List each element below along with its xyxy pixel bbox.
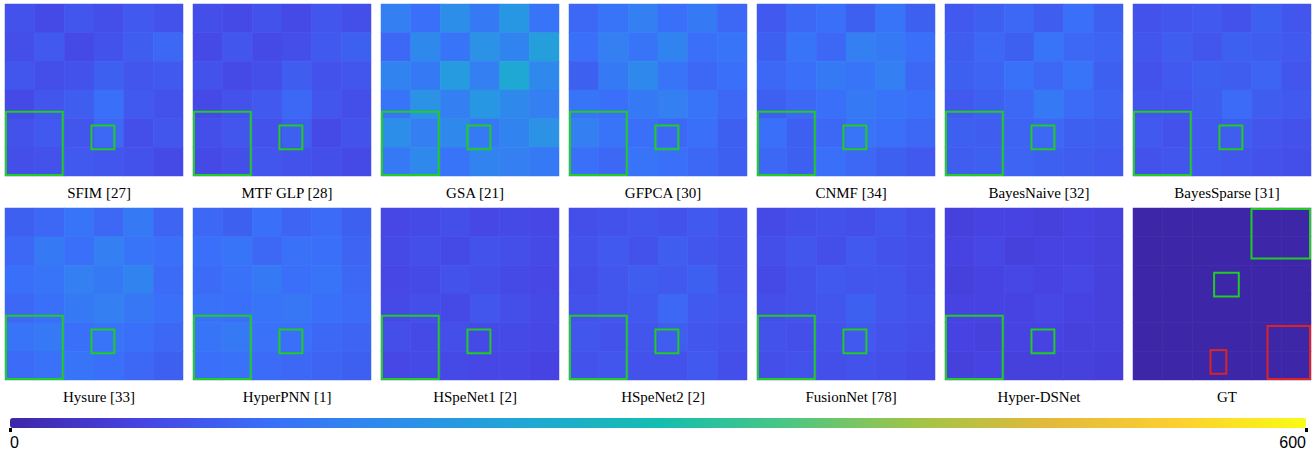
svg-text:FusionNet [78]: FusionNet [78] [805,389,896,405]
svg-text:GFPCA [30]: GFPCA [30] [625,185,701,201]
svg-text:600: 600 [1279,434,1306,451]
svg-text:Hysure [33]: Hysure [33] [63,389,135,405]
svg-text:CNMF [34]: CNMF [34] [815,185,886,201]
svg-text:Hyper-DSNet: Hyper-DSNet [997,389,1081,405]
svg-text:GT: GT [1217,389,1237,405]
svg-text:SFIM [27]: SFIM [27] [67,185,131,201]
svg-text:HSpeNet1 [2]: HSpeNet1 [2] [433,389,517,405]
svg-text:BayesSparse [31]: BayesSparse [31] [1174,185,1279,201]
svg-text:HyperPNN [1]: HyperPNN [1] [243,389,332,405]
svg-text:MTF GLP [28]: MTF GLP [28] [241,185,332,201]
svg-text:HSpeNet2 [2]: HSpeNet2 [2] [621,389,705,405]
svg-text:0: 0 [10,434,19,451]
svg-text:GSA [21]: GSA [21] [446,185,504,201]
svg-text:BayesNaive [32]: BayesNaive [32] [988,185,1089,201]
